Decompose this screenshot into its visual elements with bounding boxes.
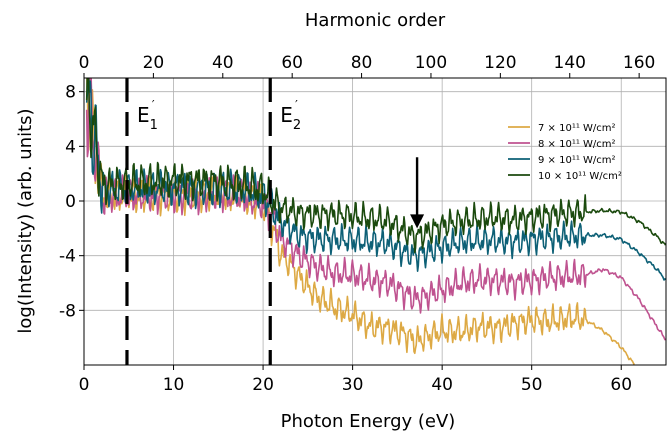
- x-tick-label: 50: [521, 375, 543, 395]
- bottom-axis: 0 10 20 30 40 50 60: [79, 365, 632, 395]
- series-line-1: [86, 78, 635, 365]
- series-layer: [85, 78, 666, 365]
- series-line-2: [85, 78, 666, 341]
- x-tick-label: 30: [342, 375, 364, 395]
- vline-layer: E1′ E2′: [125, 78, 301, 365]
- vline-label-2: E2′: [280, 98, 301, 133]
- top-tick-label: 0: [79, 53, 90, 73]
- y-tick-label: 4: [65, 137, 76, 157]
- series-line-4: [85, 78, 666, 254]
- plot-frame: [83, 77, 667, 366]
- top-tick-label: 100: [415, 53, 447, 73]
- top-tick-label: 160: [623, 53, 655, 73]
- x-tick-label: 20: [252, 375, 274, 395]
- legend-label-1: 7 × 10¹¹ W/cm²: [538, 123, 616, 134]
- x-tick-label: 60: [610, 375, 632, 395]
- y-tick-label: 8: [65, 83, 76, 103]
- legend-label-2: 8 × 10¹¹ W/cm²: [538, 139, 616, 150]
- top-axis-title: Harmonic order: [305, 10, 446, 31]
- arrow-layer: [410, 157, 425, 229]
- legend: 7 × 10¹¹ W/cm² 8 × 10¹¹ W/cm² 9 × 10¹¹ W/c…: [508, 123, 622, 182]
- arrow-head: [410, 214, 425, 229]
- x-tick-label: 40: [431, 375, 453, 395]
- top-tick-label: 120: [484, 53, 516, 73]
- top-tick-label: 20: [143, 53, 165, 73]
- x-axis-title: Photon Energy (eV): [281, 411, 456, 432]
- top-tick-label: 80: [351, 53, 373, 73]
- legend-label-3: 9 × 10¹¹ W/cm²: [538, 155, 616, 166]
- x-tick-label: 10: [163, 375, 185, 395]
- top-tick-label: 60: [281, 53, 303, 73]
- vline-label-1: E1′: [137, 98, 158, 133]
- top-axis: 0 20 40 60 80 100 120 140 160: [79, 53, 655, 78]
- x-tick-label: 0: [79, 375, 90, 395]
- y-tick-label: -4: [59, 247, 76, 267]
- y-axis-title: log(Intensity) (arb. units): [15, 108, 36, 333]
- top-tick-label: 140: [554, 53, 586, 73]
- y-tick-label: 0: [65, 192, 76, 212]
- y-tick-label: -8: [59, 301, 76, 321]
- legend-label-4: 10 × 10¹¹ W/cm²: [538, 171, 622, 182]
- top-tick-label: 40: [212, 53, 234, 73]
- left-axis: 8 4 0 -4 -8: [59, 83, 84, 321]
